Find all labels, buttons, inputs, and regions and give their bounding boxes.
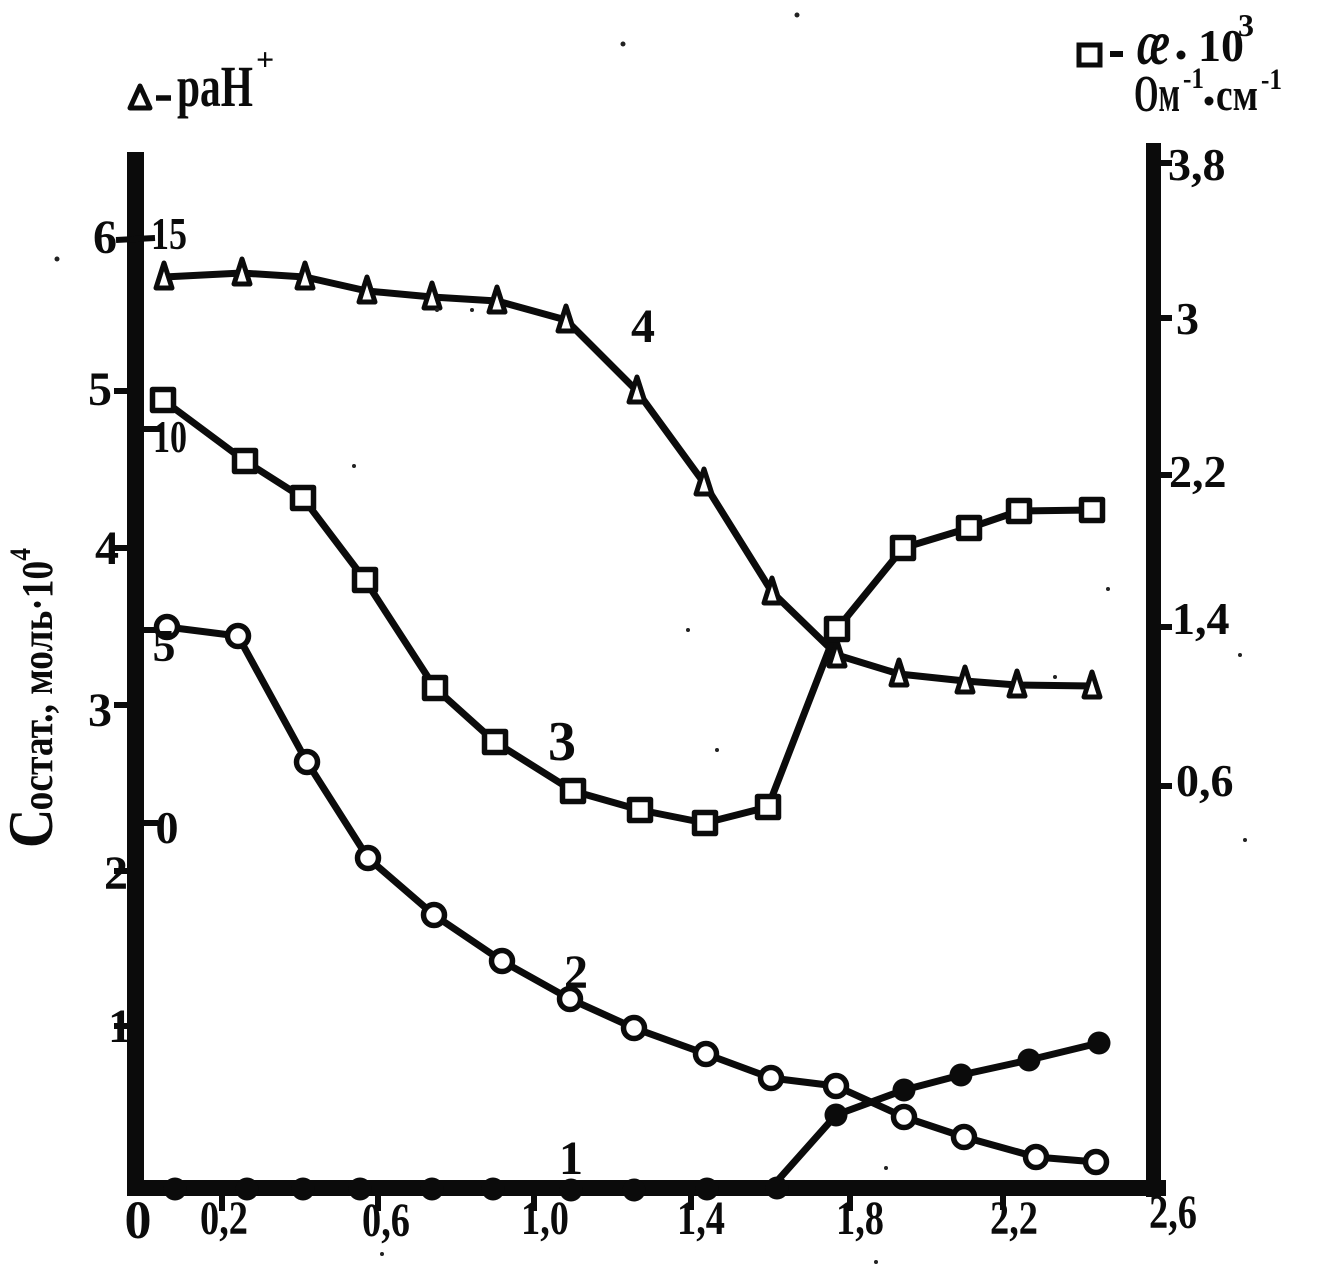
- svg-text:см: см: [1216, 69, 1258, 120]
- svg-text:3: 3: [1238, 7, 1254, 43]
- svg-text:5: 5: [88, 363, 112, 416]
- svg-text:3,8: 3,8: [1168, 139, 1226, 190]
- svg-text:1,0: 1,0: [521, 1192, 569, 1245]
- svg-text:1,8: 1,8: [836, 1192, 884, 1245]
- svg-text:2,6: 2,6: [1149, 1186, 1197, 1239]
- svg-text:10: 10: [153, 411, 187, 462]
- svg-text:1: 1: [559, 1132, 583, 1185]
- svg-text:10: 10: [1198, 20, 1244, 71]
- svg-text:1,4: 1,4: [677, 1192, 725, 1245]
- svg-text:0,6: 0,6: [1176, 755, 1234, 806]
- svg-text:2,2: 2,2: [1169, 446, 1227, 497]
- svg-text:2: 2: [564, 946, 588, 999]
- svg-text:Состат., моль·104: Состат., моль·104: [0, 548, 66, 848]
- svg-text:1: 1: [108, 1000, 132, 1053]
- svg-text:1,4: 1,4: [1172, 593, 1230, 644]
- svg-text:-1: -1: [1261, 63, 1282, 96]
- svg-text:4: 4: [95, 522, 119, 575]
- svg-text:6: 6: [93, 211, 117, 264]
- svg-text:раН: раН: [177, 54, 253, 119]
- svg-text:3: 3: [88, 684, 112, 737]
- svg-text:4: 4: [631, 300, 655, 353]
- svg-text:+: +: [256, 41, 274, 77]
- svg-text:æ: æ: [1137, 7, 1170, 78]
- svg-text:2,2: 2,2: [990, 1192, 1038, 1245]
- svg-text:-1: -1: [1183, 62, 1204, 95]
- svg-text:0: 0: [125, 1190, 152, 1250]
- svg-text:Ом: Ом: [1134, 66, 1180, 123]
- svg-text:0,6: 0,6: [362, 1194, 410, 1247]
- svg-text:3: 3: [1176, 293, 1199, 344]
- svg-text:3: 3: [548, 711, 576, 773]
- svg-text:0,2: 0,2: [200, 1192, 248, 1245]
- svg-text:15: 15: [151, 208, 187, 259]
- svg-text:5: 5: [153, 620, 176, 671]
- svg-text:0: 0: [156, 802, 179, 853]
- svg-text:2: 2: [104, 847, 128, 900]
